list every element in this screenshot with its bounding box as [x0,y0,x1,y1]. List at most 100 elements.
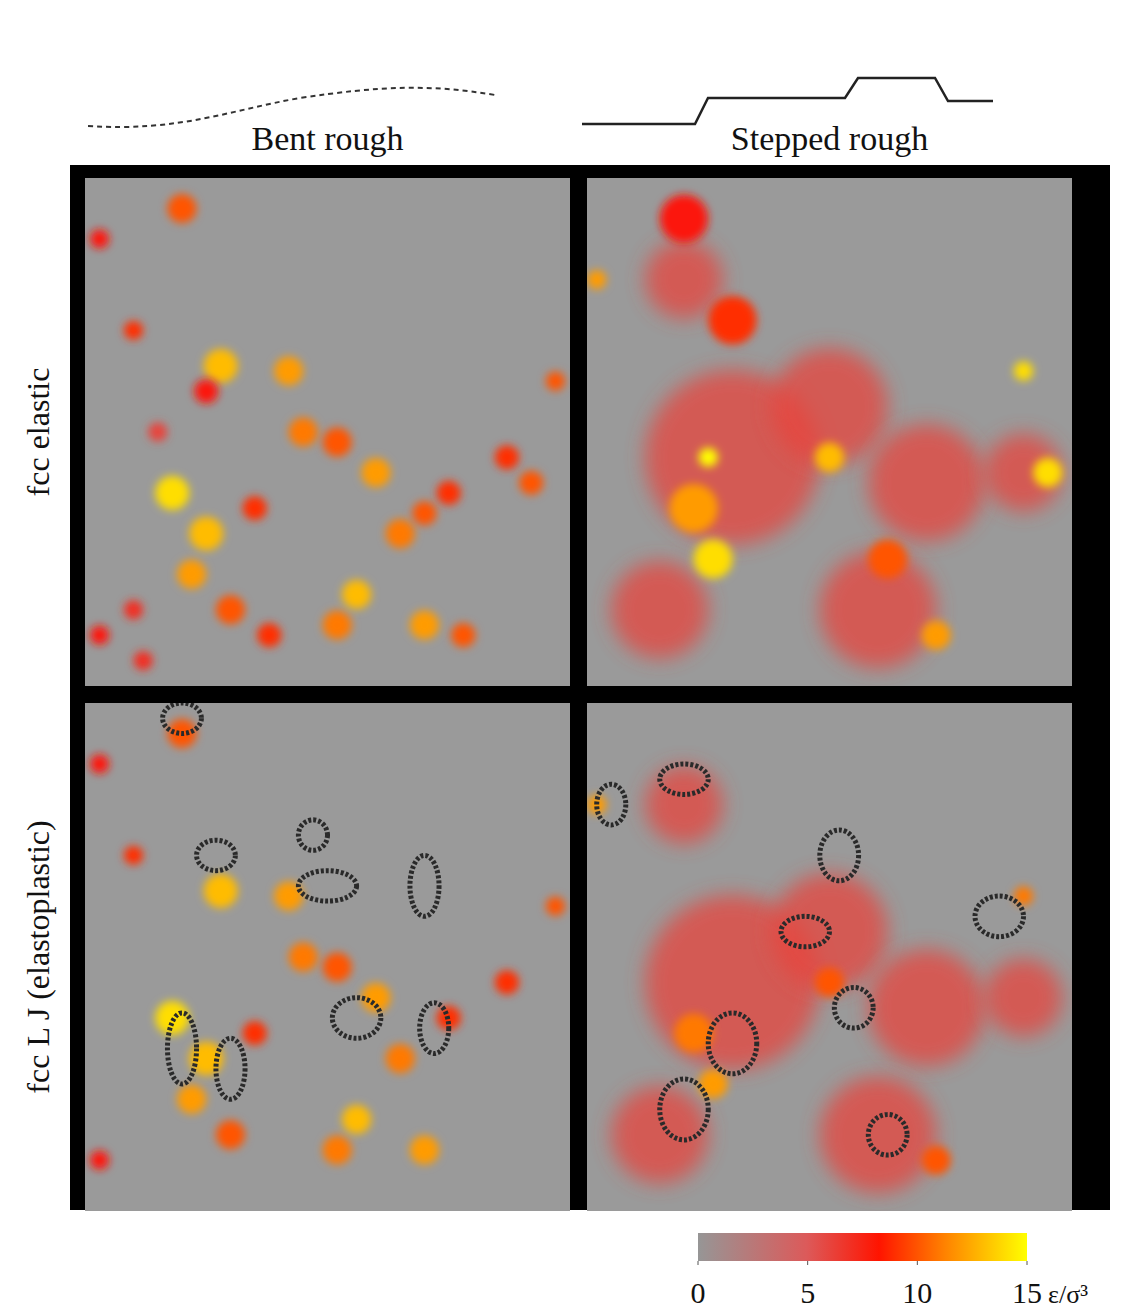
hotspot [451,623,475,647]
hotspot [868,425,984,541]
dislocation-loop [708,1013,757,1074]
panel [587,194,1062,668]
colorbar [698,1233,1027,1261]
hotspot [289,942,318,971]
hotspot [546,897,565,916]
hotspot [519,471,543,495]
hotspot [90,229,109,248]
panel-background [587,703,1072,1211]
hotspot [669,484,718,533]
colorbar-tick [698,1261,699,1265]
hotspot [815,443,844,472]
colorbar-tick-label: 15 [1012,1276,1042,1309]
column-title: Bent rough [251,120,403,157]
hotspot [708,296,757,345]
colorbar-tick-label: 5 [800,1276,815,1309]
hotspot [243,496,267,520]
hotspot [243,1021,267,1045]
colorbar-tick-label: 0 [691,1276,706,1309]
dislocation-loop [820,830,859,881]
hotspot [546,372,565,391]
hotspot [611,561,708,658]
hotspot [587,270,606,289]
hotspot [124,600,143,619]
hotspot [412,501,436,525]
dislocation-loop [868,1114,907,1155]
dislocation-loop [197,840,236,870]
dislocation-loop [163,703,202,733]
dislocation-loop [298,871,356,901]
dislocation-loop [410,855,439,916]
panel [587,764,1062,1193]
hotspot [699,448,718,467]
hotspot [410,610,439,639]
colorbar-tick [917,1261,918,1265]
hotspot [323,953,352,982]
colorbar-tick-label: 10 [902,1276,932,1309]
hotspot [204,349,238,383]
colorbar-tick [1027,1261,1028,1265]
hotspot [342,580,371,609]
hotspot [289,417,318,446]
hotspot [124,846,143,865]
hotspot [922,1146,951,1175]
hotspot [985,959,1063,1037]
dislocation-loop [781,916,830,946]
hotspot [410,1135,439,1164]
hotspot [177,560,206,589]
hotspot [167,194,196,223]
frame [70,165,1110,1210]
dislocation-loop [216,1038,245,1099]
hotspot [1014,886,1033,905]
hotspot [189,517,223,551]
stepped-profile [582,78,993,124]
hotspot [124,321,143,340]
hotspot [386,519,415,548]
hotspot [323,1135,352,1164]
dislocation-loop [332,998,381,1039]
hotspot [155,476,189,510]
dislocation-loop [420,1003,449,1054]
hotspot [274,356,303,385]
hotspot [645,766,723,844]
hotspot [1014,361,1033,380]
dislocation-loop [597,784,626,825]
hotspot [645,241,723,319]
hotspot [922,621,951,650]
row-title: fcc elastic [20,368,56,497]
hotspot [660,194,709,243]
hotspot [868,540,907,579]
colorbar-unit: ε/σ³ [1048,1280,1088,1309]
hotspot [177,1085,206,1114]
hotspot [323,610,352,639]
hotspot [342,1105,371,1134]
dislocation-loop [834,987,873,1028]
hotspot [1033,458,1062,487]
colorbar-tick [807,1261,808,1265]
hotspot [90,626,109,645]
hotspot [257,623,281,647]
panel-background [85,703,570,1211]
hotspot [361,458,390,487]
hotspot [386,1044,415,1073]
panel [90,194,565,670]
panel-background [587,178,1072,686]
hotspot [90,1151,109,1170]
panel-background [85,178,570,686]
figure: Bent roughStepped roughfcc elasticfcc L … [0,0,1136,1313]
hotspot [90,754,109,773]
hotspot [204,874,238,908]
hotspot [694,540,733,579]
hotspot [868,950,984,1066]
dislocation-loop [660,1079,709,1140]
hotspot [437,481,461,505]
hotspot [148,422,167,441]
dislocation-loop [660,764,709,794]
hotspot [194,379,218,403]
hotspot [495,970,519,994]
hotspot [216,595,245,624]
hotspot [495,445,519,469]
hotspot [216,1120,245,1149]
panel [90,703,565,1170]
hotspot [323,428,352,457]
